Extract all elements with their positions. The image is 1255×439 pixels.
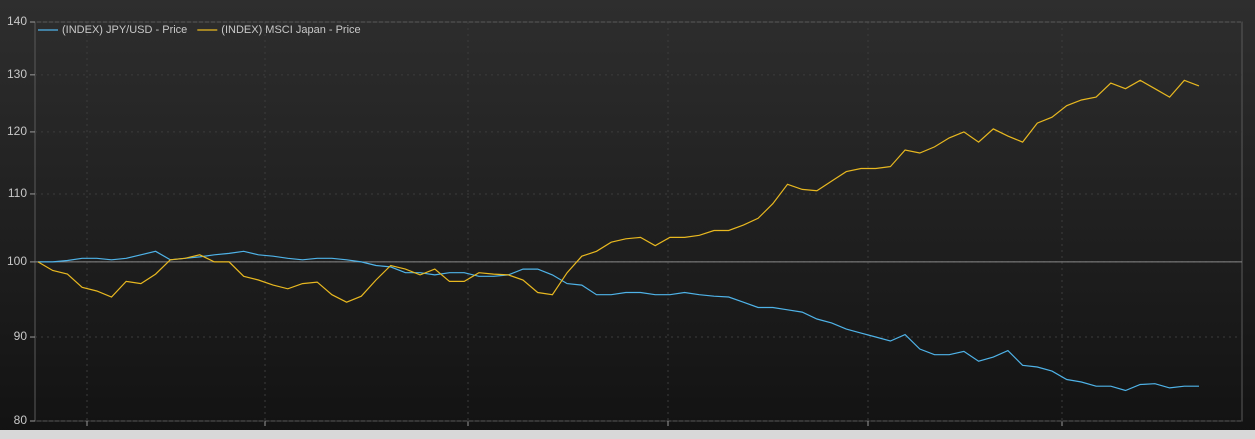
y-tick-label: 80: [14, 413, 28, 427]
scrollbar[interactable]: [0, 430, 1255, 439]
y-tick-label: 110: [8, 186, 27, 200]
series-line: [37, 79, 1200, 303]
y-tick-label: 90: [14, 329, 28, 343]
y-tick-label: 140: [7, 14, 27, 28]
legend-label: (INDEX) JPY/USD - Price: [62, 24, 187, 36]
legend-label: (INDEX) MSCI Japan - Price: [221, 24, 360, 36]
plot: 80 90 100 110 120 130 140 (INDEX) JPY/USD - Pri…: [7, 14, 1242, 427]
y-tick-label: 120: [7, 124, 27, 138]
plot-frame: [34, 21, 1243, 422]
y-tick-label: 130: [7, 67, 27, 81]
series-line: [38, 250, 1199, 392]
y-tick-label: 100: [7, 254, 27, 268]
vertical-grid: [86, 22, 1063, 421]
x-axis-ticks: [86, 421, 1063, 426]
